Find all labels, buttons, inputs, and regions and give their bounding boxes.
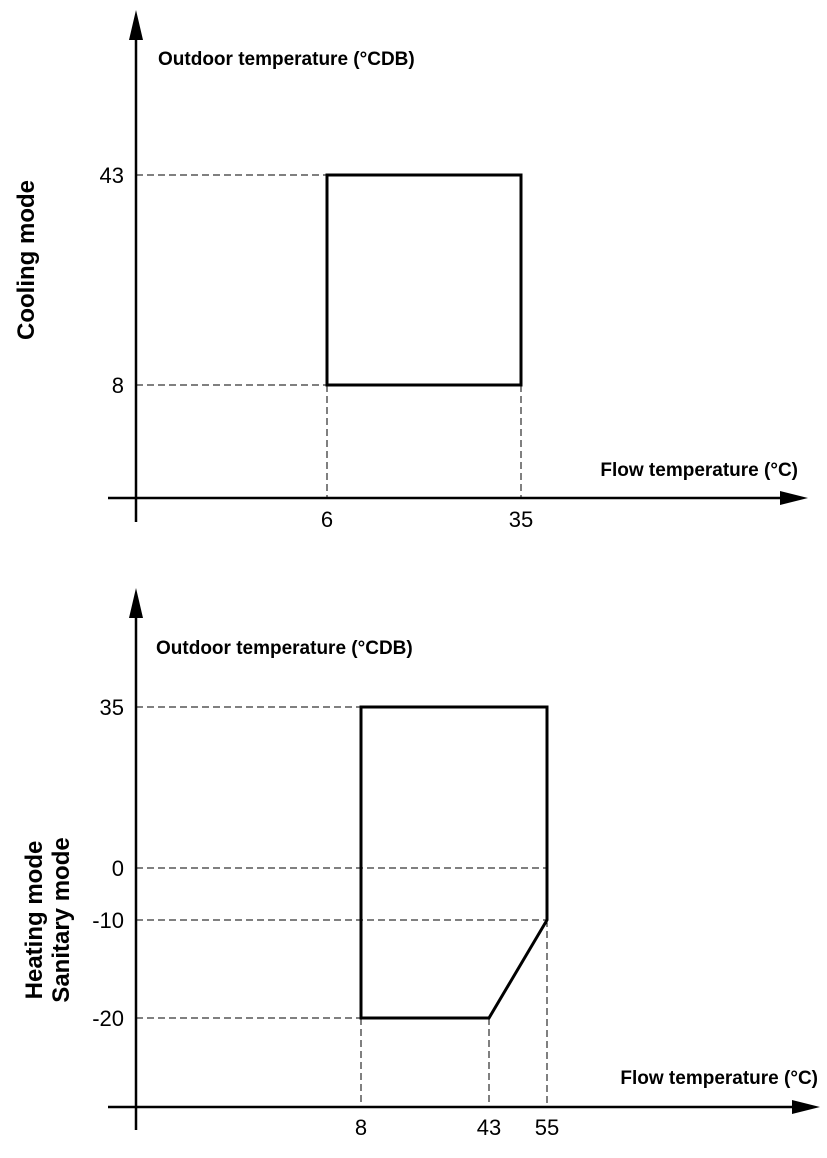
heating-x-axis-label: Flow temperature (°C) — [620, 1068, 818, 1089]
heating-x-tick-55: 55 — [535, 1115, 559, 1140]
heating-y-tick-minus-10: -10 — [92, 908, 124, 933]
heating-operating-envelope — [361, 707, 547, 1018]
heating-panel: Outdoor temperature (°CDB) Flow temperat… — [21, 588, 820, 1140]
cooling-x-axis-arrow — [780, 491, 808, 505]
heating-y-tick-35: 35 — [100, 695, 124, 720]
heating-y-axis-label: Outdoor temperature (°CDB) — [156, 638, 413, 659]
heating-y-tick-0: 0 — [112, 856, 124, 881]
cooling-y-axis-arrow — [129, 10, 143, 40]
cooling-y-tick-8: 8 — [112, 373, 124, 398]
heating-x-tick-8: 8 — [355, 1115, 367, 1140]
cooling-mode-label: Cooling mode — [13, 180, 40, 340]
cooling-y-tick-43: 43 — [100, 163, 124, 188]
cooling-panel: Outdoor temperature (°CDB) Flow temperat… — [13, 10, 808, 532]
heating-y-axis-arrow — [129, 588, 143, 618]
sanitary-mode-label: Sanitary mode — [48, 837, 75, 1002]
cooling-operating-envelope — [327, 175, 521, 385]
heating-x-tick-43: 43 — [477, 1115, 501, 1140]
heating-mode-label: Heating mode — [21, 841, 48, 1000]
cooling-x-axis-label: Flow temperature (°C) — [600, 460, 798, 481]
heating-y-tick-minus-20: -20 — [92, 1006, 124, 1031]
cooling-y-axis-label: Outdoor temperature (°CDB) — [158, 49, 415, 70]
cooling-x-tick-6: 6 — [321, 507, 333, 532]
cooling-x-tick-35: 35 — [509, 507, 533, 532]
heating-x-axis-arrow — [792, 1100, 820, 1114]
